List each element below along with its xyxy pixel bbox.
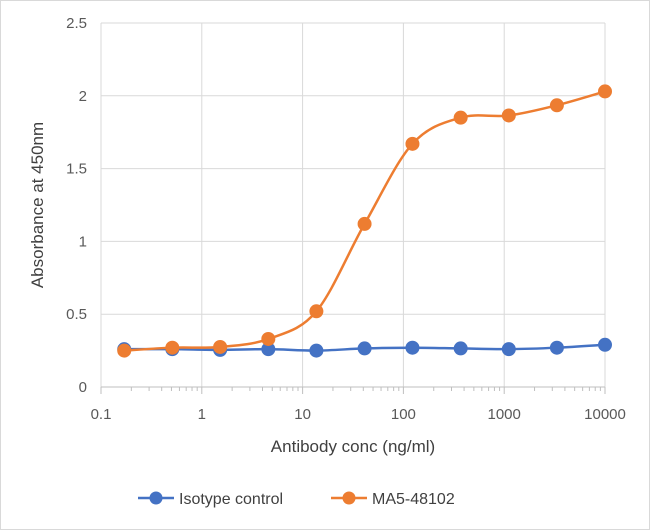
y-axis-title: Absorbance at 450nm <box>28 122 47 288</box>
legend-item-1: MA5-48102 <box>331 491 455 508</box>
data-point <box>598 337 612 352</box>
legend: Isotype control MA5-48102 <box>138 491 455 508</box>
data-point <box>117 343 132 358</box>
y-tick-label: 2.5 <box>66 15 87 32</box>
y-tick-label: 0 <box>79 379 87 396</box>
data-point <box>357 341 372 356</box>
legend-marker <box>149 491 163 505</box>
data-point <box>309 343 324 358</box>
x-tick-label: 1000 <box>488 406 521 423</box>
data-point <box>549 98 564 113</box>
legend-label: MA5-48102 <box>372 491 455 508</box>
data-point <box>549 340 564 355</box>
data-point <box>501 108 516 123</box>
data-point <box>598 84 612 99</box>
x-tick-label: 0.1 <box>91 406 112 423</box>
x-axis-ticks: 0.1 1 10 100 1000 10000 <box>91 387 626 423</box>
y-axis-ticks: 0 0.5 1 1.5 2 2.5 <box>66 15 87 396</box>
x-tick-label: 10000 <box>584 406 626 423</box>
x-tick-label: 100 <box>391 406 416 423</box>
data-point <box>309 304 324 319</box>
legend-label: Isotype control <box>179 491 283 508</box>
x-tick-label: 10 <box>294 406 311 423</box>
x-axis-title: Antibody conc (ng/ml) <box>271 437 435 456</box>
data-point <box>453 341 468 356</box>
x-tick-label: 1 <box>198 406 206 423</box>
series-1 <box>117 84 612 358</box>
y-tick-label: 0.5 <box>66 306 87 323</box>
y-tick-label: 1.5 <box>66 161 87 178</box>
data-point <box>165 340 180 355</box>
series-layer <box>117 84 612 358</box>
y-tick-label: 1 <box>79 233 87 250</box>
data-point <box>405 136 420 151</box>
data-point <box>357 216 372 231</box>
legend-marker <box>342 491 356 505</box>
data-point <box>453 110 468 125</box>
y-tick-label: 2 <box>79 88 87 105</box>
data-point <box>213 339 228 354</box>
legend-item-0: Isotype control <box>138 491 283 508</box>
data-point <box>405 340 420 355</box>
data-point <box>261 331 276 346</box>
grid-lines <box>100 22 606 388</box>
data-point <box>501 342 516 357</box>
